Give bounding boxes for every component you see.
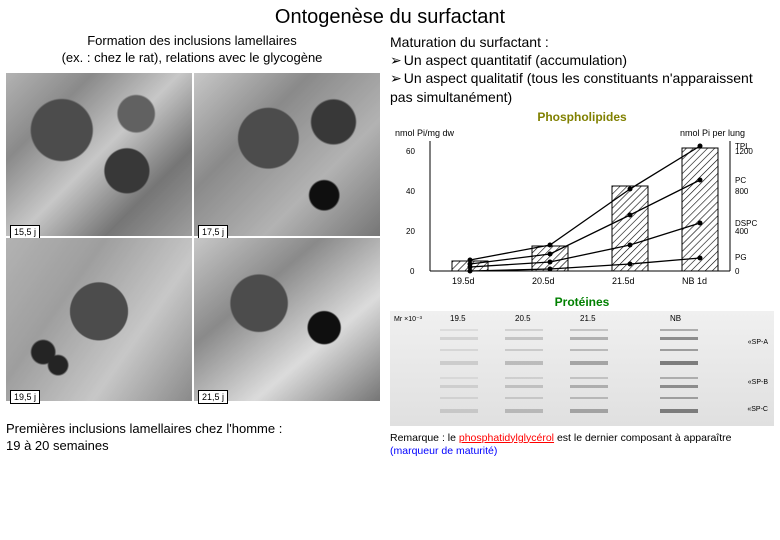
em-label-1: 15,5 j — [10, 225, 40, 239]
svg-text:40: 40 — [406, 187, 415, 196]
page-title: Ontogenèse du surfactant — [0, 0, 780, 33]
band-label-spb: «SP-B — [748, 379, 768, 386]
remark-blue: (marqueur de maturité) — [390, 445, 497, 457]
gel-lane-3 — [570, 329, 608, 420]
em-image-4: 21,5 j — [194, 238, 380, 401]
svg-text:PG: PG — [735, 253, 747, 262]
gel-lane-1 — [440, 329, 478, 420]
em-label-3: 19,5 j — [10, 390, 40, 404]
em-image-1: 15,5 j — [6, 73, 192, 236]
svg-text:0: 0 — [410, 267, 415, 276]
em-image-3: 19,5 j — [6, 238, 192, 401]
phospholipides-label: Phospholipides — [390, 110, 774, 124]
svg-text:21.5d: 21.5d — [612, 276, 635, 286]
svg-text:DSPC: DSPC — [735, 219, 757, 228]
left-column: Formation des inclusions lamellaires (ex… — [6, 33, 386, 459]
em-label-2: 17,5 j — [198, 225, 228, 239]
svg-text:TPL: TPL — [735, 142, 750, 151]
bottom-line1: Premières inclusions lamellaires chez l'… — [6, 421, 282, 436]
phospholipid-chart: nmol Pi/mg dw nmol Pi per lung 0 20 40 6… — [390, 126, 774, 291]
svg-text:0: 0 — [735, 267, 740, 276]
y-left-axis-label: nmol Pi/mg dw — [395, 128, 455, 138]
maturation-block: Maturation du surfactant : Un aspect qua… — [390, 33, 774, 106]
proteines-label: Protéines — [390, 295, 774, 309]
bullet-2: Un aspect qualitatif (tous les constitua… — [390, 69, 774, 105]
band-label-spc: «SP-C — [747, 406, 768, 413]
remark-prefix: Remarque : le — [390, 432, 459, 444]
electron-micrograph-grid: 15,5 j 17,5 j 19,5 j 21,5 j — [6, 73, 378, 401]
svg-text:400: 400 — [735, 227, 749, 236]
em-image-2: 17,5 j — [194, 73, 380, 236]
mw-label: Mr ×10⁻³ — [394, 315, 422, 323]
right-column: Maturation du surfactant : Un aspect qua… — [386, 33, 774, 459]
band-label-spa: «SP-A — [748, 339, 768, 346]
gel-lane-4 — [660, 329, 698, 420]
remark-mid: est le dernier composant à apparaître — [554, 432, 731, 444]
maturation-title: Maturation du surfactant : — [390, 33, 774, 51]
gel-lane-2 — [505, 329, 543, 420]
y-right-axis-label: nmol Pi per lung — [680, 128, 745, 138]
bottom-left-note: Premières inclusions lamellaires chez l'… — [6, 421, 378, 455]
svg-text:60: 60 — [406, 147, 415, 156]
chart-svg: nmol Pi/mg dw nmol Pi per lung 0 20 40 6… — [390, 126, 770, 291]
bottom-line2: 19 à 20 semaines — [6, 438, 109, 453]
svg-text:20.5d: 20.5d — [532, 276, 555, 286]
em-label-4: 21,5 j — [198, 390, 228, 404]
main-layout: Formation des inclusions lamellaires (ex… — [0, 33, 780, 459]
remark-red: phosphatidylglycérol — [459, 432, 554, 444]
protein-gel: Mr ×10⁻³ 19.5 20.5 21.5 NB «SP-A «SP-B «… — [390, 311, 774, 426]
svg-text:20: 20 — [406, 227, 415, 236]
svg-text:800: 800 — [735, 187, 749, 196]
lane-label-3: 21.5 — [580, 314, 596, 323]
svg-text:19.5d: 19.5d — [452, 276, 475, 286]
lane-label-1: 19.5 — [450, 314, 466, 323]
svg-text:NB 1d: NB 1d — [682, 276, 707, 286]
subheading-line1: Formation des inclusions lamellaires — [87, 33, 297, 48]
svg-text:PC: PC — [735, 176, 746, 185]
lane-label-2: 20.5 — [515, 314, 531, 323]
left-subheading: Formation des inclusions lamellaires (ex… — [6, 33, 378, 67]
subheading-line2: (ex. : chez le rat), relations avec le g… — [62, 50, 323, 65]
bullet-1: Un aspect quantitatif (accumulation) — [390, 51, 774, 69]
remark-text: Remarque : le phosphatidylglycérol est l… — [390, 432, 774, 459]
lane-label-4: NB — [670, 314, 681, 323]
